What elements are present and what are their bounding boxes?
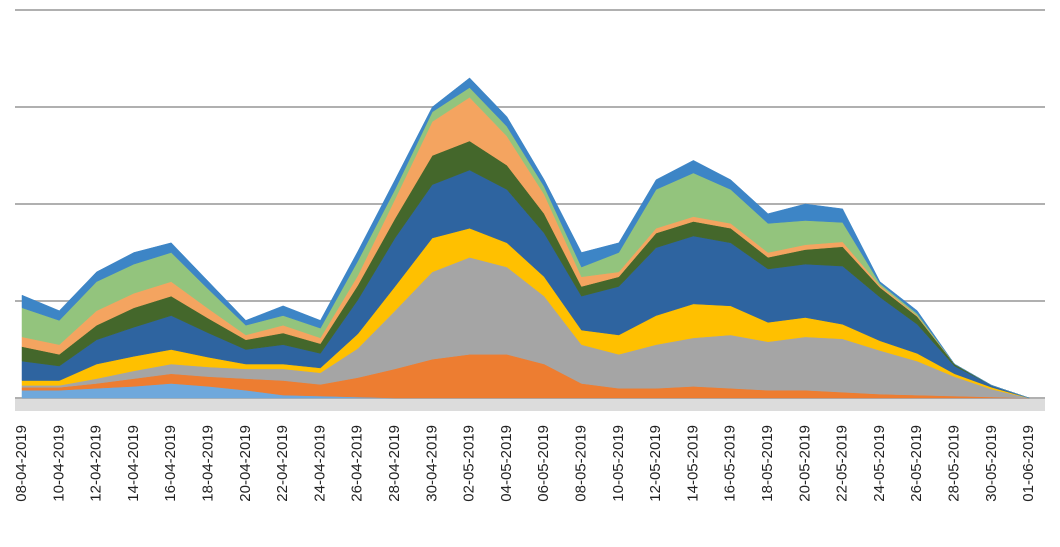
x-tick-label: 26-04-2019	[349, 425, 366, 502]
x-tick-label: 22-04-2019	[274, 425, 291, 502]
x-tick-label: 20-04-2019	[237, 425, 254, 502]
x-tick-label: 26-05-2019	[908, 425, 925, 502]
x-tick-label: 24-04-2019	[311, 425, 328, 502]
x-tick-label: 30-04-2019	[423, 425, 440, 502]
area	[21, 77, 1030, 399]
x-tick-label: 28-04-2019	[386, 425, 403, 502]
x-tick-label: 18-04-2019	[199, 425, 216, 502]
x-tick-label: 28-05-2019	[945, 425, 962, 502]
x-tick-label: 16-04-2019	[162, 425, 179, 502]
x-tick-label: 06-05-2019	[535, 425, 552, 502]
x-tick-label: 10-05-2019	[610, 425, 627, 502]
x-tick-label: 14-05-2019	[684, 425, 701, 502]
x-tick-label: 10-04-2019	[50, 425, 67, 502]
x-tick-label: 24-05-2019	[871, 425, 888, 502]
x-tick-label: 01-06-2019	[1020, 425, 1037, 502]
x-tick-label: 20-05-2019	[796, 425, 813, 502]
x-tick-label: 14-04-2019	[125, 425, 142, 502]
x-tick-label: 16-05-2019	[722, 425, 739, 502]
x-tick-label: 02-05-2019	[461, 425, 478, 502]
x-tick-label: 04-05-2019	[498, 425, 515, 502]
x-tick-label: 08-04-2019	[13, 425, 30, 502]
x-tick-label: 22-05-2019	[834, 425, 851, 502]
x-tick-label: 18-05-2019	[759, 425, 776, 502]
x-tick-label: 30-05-2019	[983, 425, 1000, 502]
x-tick-label: 12-05-2019	[647, 425, 664, 502]
x-tick-label: 12-04-2019	[88, 425, 105, 502]
x-tick-label: 08-05-2019	[572, 425, 589, 502]
axis-band	[15, 399, 1045, 411]
